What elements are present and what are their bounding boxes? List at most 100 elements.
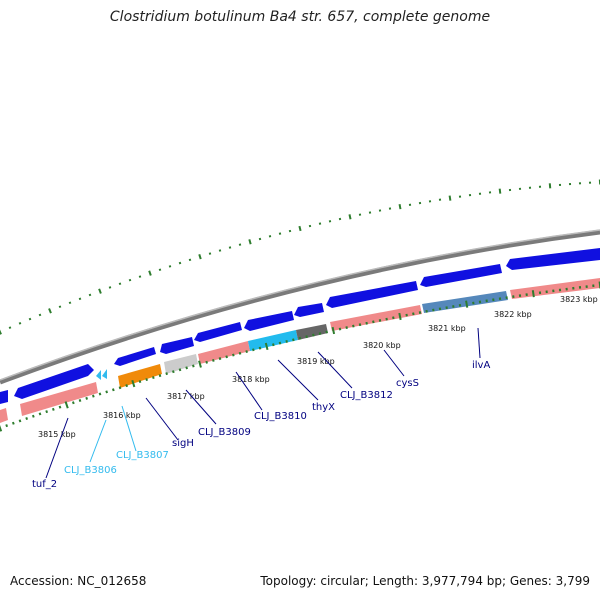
ruler-tick [298,336,302,340]
gene-label-sigH[interactable]: sigH [172,438,194,449]
leader-lines [45,327,481,479]
cds-feature[interactable] [118,364,162,388]
kbp-label: 3823 kbp [560,295,598,304]
gc-tick [268,235,272,238]
cds-feature[interactable] [422,291,508,313]
gc-tick [108,286,112,289]
gc-content-track [0,179,600,335]
ruler-tick [105,390,108,394]
cds-feature[interactable] [96,370,101,380]
cds-feature[interactable] [248,330,298,351]
ruler-tick [18,419,22,423]
gc-tick [58,305,62,309]
gc-tick [218,249,222,252]
ruler-tick [51,407,55,411]
ruler-tick [31,414,35,418]
gc-tick [448,195,452,201]
gc-tick [118,282,122,286]
gc-tick [228,246,232,249]
gc-tick [138,275,142,278]
cds-feature[interactable] [14,364,94,399]
cds-feature[interactable] [326,281,418,308]
gc-tick [8,326,12,329]
forward-strand-track [0,248,600,404]
ruler-tick [131,379,136,388]
ruler-tick [358,323,362,327]
ruler-tick [125,384,128,388]
ruler-tick [258,346,262,350]
ruler-tick [112,388,115,392]
gc-tick [238,243,242,246]
ruler-tick [465,300,469,308]
gc-tick [298,225,302,232]
ruler-labels: 3815 kbp 3816 kbp 3817 kbp 3818 kbp 3819… [38,295,598,439]
gene-label-thyX[interactable]: thyX [312,402,335,413]
ruler-tick [292,338,295,342]
accession-label: Accession: NC_012658 [10,574,147,588]
ruler-tick [192,364,195,368]
gc-tick [208,252,212,255]
gc-tick [68,301,72,305]
gc-tick [198,253,202,260]
ruler-tick [252,348,255,352]
ruler-tick [318,332,322,336]
cds-feature[interactable] [164,354,198,374]
gene-label-CLJ_B3812[interactable]: CLJ_B3812 [340,390,393,401]
cds-feature[interactable] [296,324,328,340]
ruler-tick [264,342,269,351]
ruler-tick [232,353,235,357]
ruler-tick [38,412,42,416]
gene-label-CLJ_B3810[interactable]: CLJ_B3810 [254,411,307,422]
ruler-ticks [0,281,600,432]
ruler-tick [218,357,222,361]
ruler-tick [172,370,175,374]
backbone-circle [0,229,600,385]
gene-label-CLJ_B3809[interactable]: CLJ_B3809 [198,427,251,438]
cds-feature[interactable] [244,311,294,331]
cds-feature[interactable] [114,347,156,366]
gc-tick [498,188,502,194]
cds-feature[interactable] [198,341,250,364]
cds-feature[interactable] [330,305,422,331]
gene-label-ilvA[interactable]: ilvA [472,360,490,371]
gc-tick [278,232,282,235]
gene-labels: tuf_2 CLJ_B3806 CLJ_B3807 sigH CLJ_B3809… [32,360,490,490]
gc-tick [188,258,192,262]
cds-feature[interactable] [102,369,107,379]
kbp-label: 3819 kbp [297,357,335,366]
cds-feature[interactable] [194,322,242,342]
ruler-tick [365,321,368,325]
ruler-tick [158,374,162,378]
gc-tick [18,322,22,325]
kbp-label: 3818 kbp [232,375,270,384]
ruler-tick [178,368,182,372]
gc-tick [398,204,402,210]
ruler-tick [225,355,228,359]
cds-feature[interactable] [420,264,502,287]
ruler-tick [64,401,69,409]
gene-label-tuf_2[interactable]: tuf_2 [32,479,57,490]
gc-tick [248,239,252,245]
ruler-tick [185,366,188,370]
gene-label-cysS[interactable]: cysS [396,378,419,389]
ruler-tick [272,343,275,347]
ruler-tick [11,421,15,425]
cds-feature[interactable] [294,303,324,317]
ruler-tick [0,425,3,432]
ruler-tick [338,327,342,331]
cds-feature[interactable] [160,337,194,354]
kbp-label: 3820 kbp [363,341,401,350]
cds-feature[interactable] [506,248,600,270]
ruler-tick [91,394,95,398]
gc-tick [168,265,172,268]
cds-feature[interactable] [0,408,8,423]
cds-feature[interactable] [20,382,98,416]
gene-label-CLJ_B3806[interactable]: CLJ_B3806 [64,465,117,476]
gc-tick [48,308,52,314]
ruler-tick [71,401,75,405]
gc-tick [348,214,352,220]
ruler-tick [312,333,315,337]
gene-label-CLJ_B3807[interactable]: CLJ_B3807 [116,450,169,461]
kbp-label: 3821 kbp [428,324,466,333]
cds-feature[interactable] [0,390,8,404]
